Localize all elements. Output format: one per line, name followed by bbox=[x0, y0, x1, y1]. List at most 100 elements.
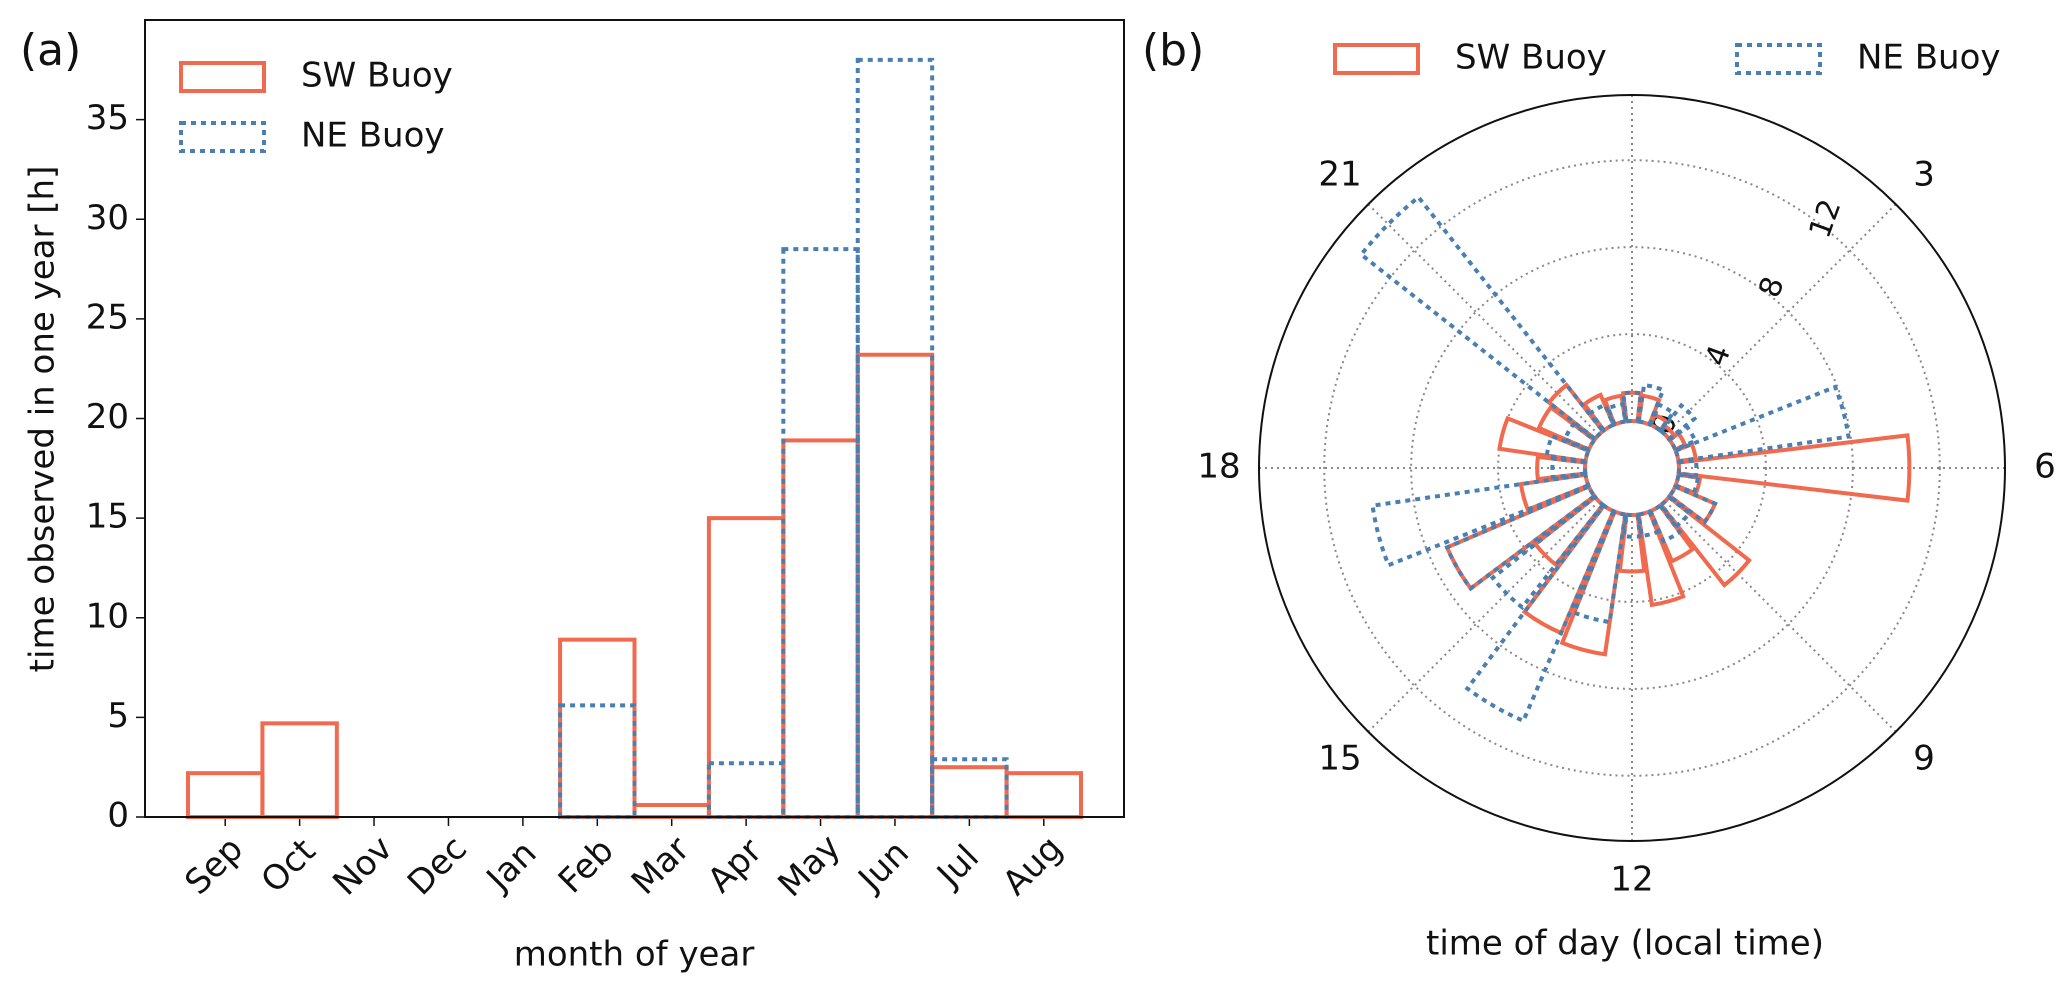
x-tick-label: Jul bbox=[928, 837, 987, 896]
y-tick-label: 10 bbox=[86, 596, 129, 636]
x-tick-label: Jan bbox=[478, 833, 545, 900]
y-tick-label: 5 bbox=[107, 696, 129, 736]
x-tick-label: Mar bbox=[624, 829, 698, 903]
bar bbox=[855, 57, 935, 820]
polar-bar bbox=[1536, 404, 1598, 453]
polar-bar bbox=[1588, 402, 1617, 434]
polar-bar bbox=[1518, 472, 1591, 513]
polar-bar bbox=[1647, 502, 1683, 544]
x-axis-label: time of day (local time) bbox=[1426, 924, 1824, 964]
y-tick-label: 20 bbox=[86, 397, 129, 437]
x-tick-label: Oct bbox=[254, 831, 324, 901]
polar-bar bbox=[1676, 433, 1912, 503]
polar-bar bbox=[1562, 421, 1598, 453]
polar-bar bbox=[1658, 494, 1752, 588]
y-tick-label: 0 bbox=[107, 796, 129, 836]
angular-tick-label: 21 bbox=[1318, 154, 1361, 194]
angular-tick-label: 12 bbox=[1610, 860, 1653, 900]
polar-bar bbox=[1676, 458, 1699, 478]
angular-tick-label: 9 bbox=[1913, 739, 1935, 779]
polar-bar bbox=[1444, 483, 1598, 592]
polar-bar bbox=[1497, 415, 1591, 464]
grid-circle bbox=[1323, 159, 1941, 777]
polar-bar bbox=[1521, 502, 1617, 636]
polar-bar bbox=[1636, 509, 1686, 608]
polar-bar bbox=[1358, 194, 1606, 442]
panel-label: (b) bbox=[1142, 25, 1204, 76]
bar bbox=[706, 761, 786, 820]
polar-bar bbox=[1464, 502, 1617, 724]
polar-bar bbox=[1489, 494, 1606, 611]
polar-bar bbox=[1444, 483, 1598, 592]
legend-swatch bbox=[1333, 43, 1420, 75]
bar bbox=[930, 757, 1009, 820]
polar-frame bbox=[1258, 94, 2006, 842]
legend-swatch bbox=[179, 61, 266, 93]
panel-label: (a) bbox=[20, 25, 81, 76]
legend-swatch bbox=[179, 121, 266, 153]
bar bbox=[930, 765, 1009, 819]
grid-spoke bbox=[1367, 203, 1600, 436]
polar-bar bbox=[1647, 402, 1676, 434]
polar-bar bbox=[1658, 494, 1693, 529]
radial-tick-label: 12 bbox=[1803, 195, 1849, 243]
x-tick-label: Aug bbox=[995, 828, 1070, 903]
y-tick-label: 35 bbox=[86, 98, 129, 138]
polar-bar bbox=[1605, 402, 1628, 427]
x-tick-label: Nov bbox=[325, 828, 400, 903]
grid-spoke bbox=[1664, 203, 1897, 436]
axes-frame bbox=[144, 19, 1125, 818]
bar bbox=[781, 438, 860, 819]
polar-bar bbox=[1550, 456, 1588, 480]
polar-bar bbox=[1620, 390, 1644, 424]
bar bbox=[632, 803, 711, 819]
legend-label: NE Buoy bbox=[1857, 38, 2001, 78]
polar-bar bbox=[1621, 512, 1643, 539]
polar-bar bbox=[1673, 384, 1851, 464]
legend-label: NE Buoy bbox=[301, 116, 445, 156]
x-axis-label: month of year bbox=[514, 935, 755, 975]
y-tick-label: 30 bbox=[86, 198, 129, 238]
legend-label: SW Buoy bbox=[301, 56, 453, 96]
x-tick-label: Apr bbox=[700, 831, 770, 901]
grid-circle bbox=[1497, 333, 1767, 603]
polar-bar bbox=[1636, 382, 1666, 427]
grid-circle bbox=[1410, 246, 1854, 690]
radial-tick-label: 8 bbox=[1752, 272, 1791, 302]
bar bbox=[558, 703, 637, 819]
radial-tick-label: 4 bbox=[1699, 341, 1738, 371]
angular-tick-label: 18 bbox=[1197, 447, 1240, 487]
polar-bar bbox=[1617, 512, 1647, 574]
polar-bar bbox=[1673, 472, 1701, 496]
legend-swatch bbox=[1735, 43, 1822, 75]
y-tick-label: 25 bbox=[86, 297, 129, 337]
bar bbox=[260, 721, 339, 819]
bar bbox=[855, 352, 935, 819]
polar-bar bbox=[1544, 433, 1591, 464]
bar bbox=[558, 637, 637, 819]
polar-bar bbox=[1370, 472, 1591, 568]
polar-bar bbox=[1602, 393, 1628, 427]
angular-tick-label: 3 bbox=[1913, 154, 1935, 194]
polar-bar bbox=[1666, 424, 1698, 453]
polar-bar bbox=[1658, 402, 1698, 442]
x-tick-label: Jun bbox=[850, 833, 917, 900]
legend-label: SW Buoy bbox=[1455, 38, 1607, 78]
grid-spoke bbox=[1367, 500, 1600, 733]
polar-bar bbox=[1636, 509, 1661, 539]
polar-bar bbox=[1532, 494, 1606, 568]
y-axis-label: time observed in one year [h] bbox=[23, 166, 63, 673]
bar bbox=[1004, 771, 1083, 819]
polar-bar bbox=[1559, 509, 1628, 657]
angular-tick-label: 15 bbox=[1318, 739, 1361, 779]
bar bbox=[706, 516, 786, 819]
bar bbox=[781, 247, 860, 819]
x-tick-label: May bbox=[770, 827, 848, 905]
x-tick-label: Sep bbox=[177, 829, 251, 903]
angular-tick-label: 6 bbox=[2034, 447, 2056, 487]
bar bbox=[186, 771, 265, 819]
polar-bar bbox=[1581, 392, 1617, 434]
polar-bar bbox=[1666, 483, 1718, 525]
